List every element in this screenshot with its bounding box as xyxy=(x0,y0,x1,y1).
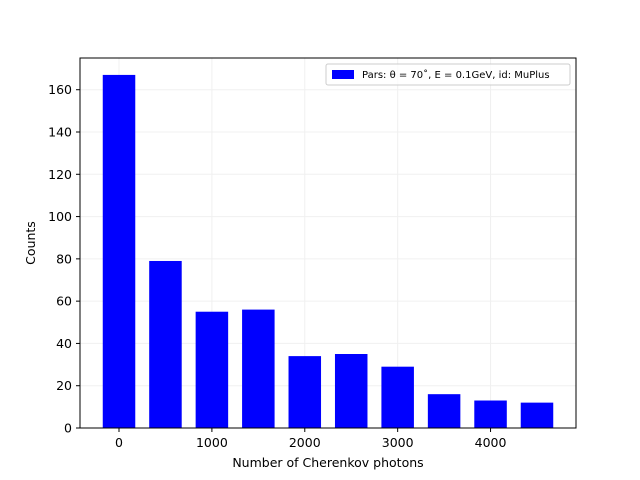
legend-swatch xyxy=(332,70,354,79)
y-tick-label: 80 xyxy=(56,251,72,266)
x-tick-label: 3000 xyxy=(382,435,414,450)
bar xyxy=(520,402,554,428)
bar xyxy=(381,366,414,428)
y-tick-label: 160 xyxy=(48,82,72,97)
bar xyxy=(195,311,229,428)
x-axis-title: Number of Cherenkov photons xyxy=(232,455,423,470)
x-tick-label: 4000 xyxy=(475,435,507,450)
y-tick-label: 0 xyxy=(64,421,72,436)
axis-ticks: 0 1000 2000 3000 4000 0 20 40 60 80 100 120 140 160 xyxy=(48,82,506,450)
legend-label: Pars: θ = 70˚, E = 0.1GeV, id: MuPlus xyxy=(362,69,550,81)
y-tick-label: 120 xyxy=(48,167,72,182)
y-tick-label: 40 xyxy=(56,336,72,351)
bar xyxy=(474,400,507,428)
bar xyxy=(334,354,368,428)
y-tick-label: 100 xyxy=(48,209,72,224)
x-tick-label: 0 xyxy=(115,435,123,450)
bar xyxy=(427,394,461,428)
y-tick-label: 140 xyxy=(48,125,72,140)
x-tick-label: 2000 xyxy=(289,435,321,450)
plot-area-frame xyxy=(79,57,577,429)
y-tick-label: 60 xyxy=(56,294,72,309)
legend-box xyxy=(325,63,571,86)
bar xyxy=(102,74,136,429)
y-axis-title: Counts xyxy=(23,221,38,265)
bars xyxy=(102,74,554,429)
bar xyxy=(242,309,275,428)
y-tick-label: 20 xyxy=(56,378,72,393)
x-tick-label: 1000 xyxy=(196,435,228,450)
bar xyxy=(149,260,182,428)
bar xyxy=(288,356,322,428)
legend: Pars: θ = 70˚, E = 0.1GeV, id: MuPlus xyxy=(325,63,571,86)
